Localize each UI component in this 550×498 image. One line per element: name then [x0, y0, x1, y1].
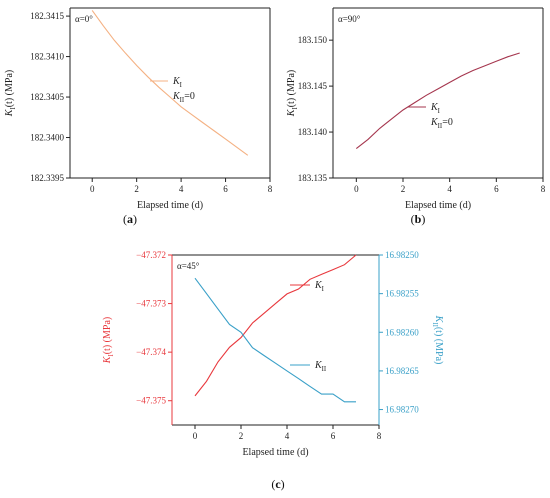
x-tick-label: 4 [285, 431, 290, 441]
y2-axis-title: KII(t) (MPa) [431, 315, 444, 365]
x-tick-label: 2 [134, 184, 139, 194]
y-tick-label: −47.374 [136, 347, 166, 357]
series-line-KII [194, 277, 356, 403]
x-tick-label: 6 [223, 184, 228, 194]
legend-label-KI: KI [314, 280, 325, 293]
legend-label-KI: KI [172, 76, 183, 89]
chart-panel-2: 0 2 4 6 8 Elapsed time (d) 183.135 183.140 183.1… [286, 7, 546, 226]
series-line-KI [355, 52, 520, 150]
x-axis-title: Elapsed time (d) [405, 200, 471, 211]
x-tick-label: 2 [401, 184, 406, 194]
x-tick-label: 8 [268, 184, 273, 194]
y-tick-label: −47.375 [136, 396, 166, 406]
x-tick-label: 6 [494, 184, 499, 194]
x-tick-label: 8 [541, 184, 546, 194]
y-tick-label: 182.3410 [30, 52, 64, 62]
x-tick-label: 2 [239, 431, 244, 441]
y-tick-label: 183.140 [298, 127, 328, 137]
y-axis-title: KI(t) (MPa) [102, 317, 115, 364]
y-tick-label: −47.372 [136, 250, 166, 260]
legend-label-KII: KII=0 [430, 117, 453, 130]
legend-label-KII: KII [314, 360, 327, 373]
x-tick-label: 0 [354, 184, 359, 194]
y2-tick-label: 16.98260 [385, 327, 419, 337]
x-axis-title: Elapsed time (d) [137, 200, 203, 211]
y-axis-title: KI(t) (MPa) [286, 70, 299, 117]
panel-label: (c) [271, 477, 284, 491]
y-tick-label: 183.135 [298, 173, 328, 183]
y-tick-label: 183.150 [298, 35, 328, 45]
legend-label-KII: KII=0 [172, 91, 195, 104]
x-axis-title: Elapsed time (d) [242, 447, 308, 458]
y2-tick-label: 16.98270 [385, 405, 419, 415]
y-axis-title: KI(t) (MPa) [4, 70, 17, 117]
x-tick-label: 8 [377, 431, 382, 441]
x-tick-label: 0 [90, 184, 95, 194]
x-tick-label: 0 [193, 431, 198, 441]
x-tick-label: 6 [331, 431, 336, 441]
series-line-KI [91, 10, 249, 156]
y2-tick-label: 16.98250 [385, 250, 419, 260]
y-tick-label: 182.3405 [30, 92, 64, 102]
y2-tick-label: 16.98265 [385, 366, 419, 376]
x-tick-label: 4 [179, 184, 184, 194]
y-tick-label: −47.373 [136, 299, 166, 309]
chart-panel-1: 0 2 4 6 8 Elapsed time (d) 182.3395 182.3400 182… [4, 7, 273, 226]
panel-annotation: α=0° [75, 14, 93, 24]
y-tick-label: 182.3395 [30, 173, 64, 183]
panel-annotation: α=90° [338, 14, 361, 24]
y2-tick-label: 16.98255 [385, 289, 419, 299]
panel-label: (b) [411, 212, 426, 226]
y-tick-label: 183.145 [298, 81, 328, 91]
panel-label: (a) [123, 212, 137, 226]
y-tick-label: 182.3415 [30, 11, 64, 21]
chart-panel-3: 0 2 4 6 8 Elapsed time (d) −47.375 −47.374 −47.3… [102, 250, 444, 491]
x-tick-label: 4 [447, 184, 452, 194]
y-tick-label: 182.3400 [30, 133, 64, 143]
legend-label-KI: KI [430, 102, 441, 115]
panel-annotation: α=45° [177, 261, 200, 271]
series-line-KI [194, 254, 357, 397]
